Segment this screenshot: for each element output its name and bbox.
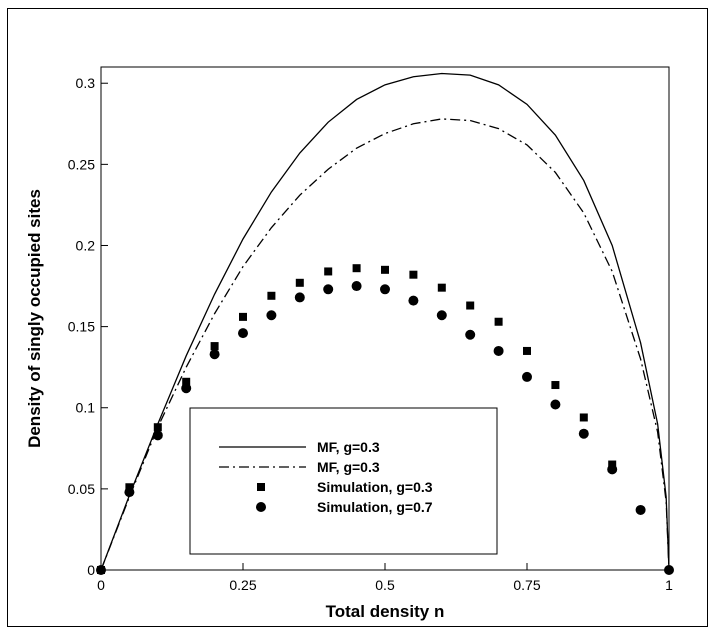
data-point-circle (124, 487, 135, 498)
data-point-circle (238, 328, 248, 339)
data-point-circle (522, 371, 532, 382)
data-point-square (551, 381, 560, 390)
data-point-square (494, 317, 503, 326)
y-tick-label: 0.1 (76, 400, 96, 416)
data-point-square (153, 423, 162, 432)
data-point-circle (152, 430, 163, 441)
y-tick-label: 0.25 (68, 156, 95, 172)
data-point-circle (436, 310, 447, 321)
data-point-circle (493, 345, 504, 356)
y-tick-label: 0.3 (76, 75, 96, 91)
y-axis-title: Density of singly occupied sites (25, 189, 44, 448)
data-point-square (295, 278, 304, 287)
data-point-circle (266, 310, 277, 321)
legend-label: Simulation, g=0.3 (317, 479, 433, 495)
data-point-square (523, 346, 531, 355)
data-point-circle (408, 295, 419, 306)
data-point-circle (465, 329, 476, 340)
data-point-square (409, 270, 418, 279)
data-point-square (210, 342, 219, 351)
data-point-square (182, 377, 191, 386)
data-point-square (257, 483, 265, 491)
data-point-square (267, 291, 276, 300)
data-point-square (579, 413, 588, 422)
legend-label: MF, g=0.3 (317, 459, 380, 475)
y-tick-label: 0 (87, 562, 95, 578)
y-tick-label: 0.15 (68, 319, 95, 335)
legend-box (189, 407, 498, 555)
series-layer (96, 72, 674, 575)
data-point-square (466, 301, 475, 310)
axis-ticks: 0 0.25 0.5 0.75 1 0 0.05 0.1 0.15 0.2 0.25 0.3 (68, 75, 673, 593)
series-line-mf-dashdot (100, 118, 670, 571)
data-point-circle (664, 565, 674, 575)
data-point-circle (550, 399, 561, 410)
x-tick-label: 0.5 (375, 577, 395, 593)
data-point-circle (380, 284, 390, 295)
data-point-circle (209, 349, 220, 360)
legend: MF, g=0.3 MF, g=0.3 Simulation, g=0.3 Simul… (189, 407, 498, 555)
data-point-square (352, 264, 361, 273)
series-line-mf-solid (100, 72, 670, 571)
data-point-square (437, 283, 446, 292)
data-point-circle (578, 428, 589, 439)
y-tick-label: 0.2 (76, 237, 96, 253)
data-point-square (239, 312, 247, 321)
data-point-square (381, 265, 389, 274)
data-point-circle (351, 281, 362, 292)
x-tick-label: 0.25 (229, 577, 256, 593)
x-tick-label: 0.75 (513, 577, 540, 593)
x-axis-title: Total density n (326, 602, 445, 621)
data-point-circle (256, 502, 266, 512)
data-point-circle (181, 383, 192, 394)
x-tick-label: 1 (665, 577, 673, 593)
legend-label: Simulation, g=0.7 (317, 499, 433, 515)
y-tick-label: 0.05 (68, 481, 95, 497)
figure-frame (7, 8, 708, 627)
data-point-circle (607, 464, 618, 475)
series-simulation-g07 (96, 281, 674, 575)
data-point-circle (635, 504, 646, 515)
data-point-circle (323, 284, 334, 295)
data-point-circle (294, 292, 305, 303)
data-point-square (324, 267, 333, 276)
x-tick-label: 0 (97, 577, 105, 593)
data-point-circle (96, 565, 106, 575)
legend-label: MF, g=0.3 (317, 439, 380, 455)
